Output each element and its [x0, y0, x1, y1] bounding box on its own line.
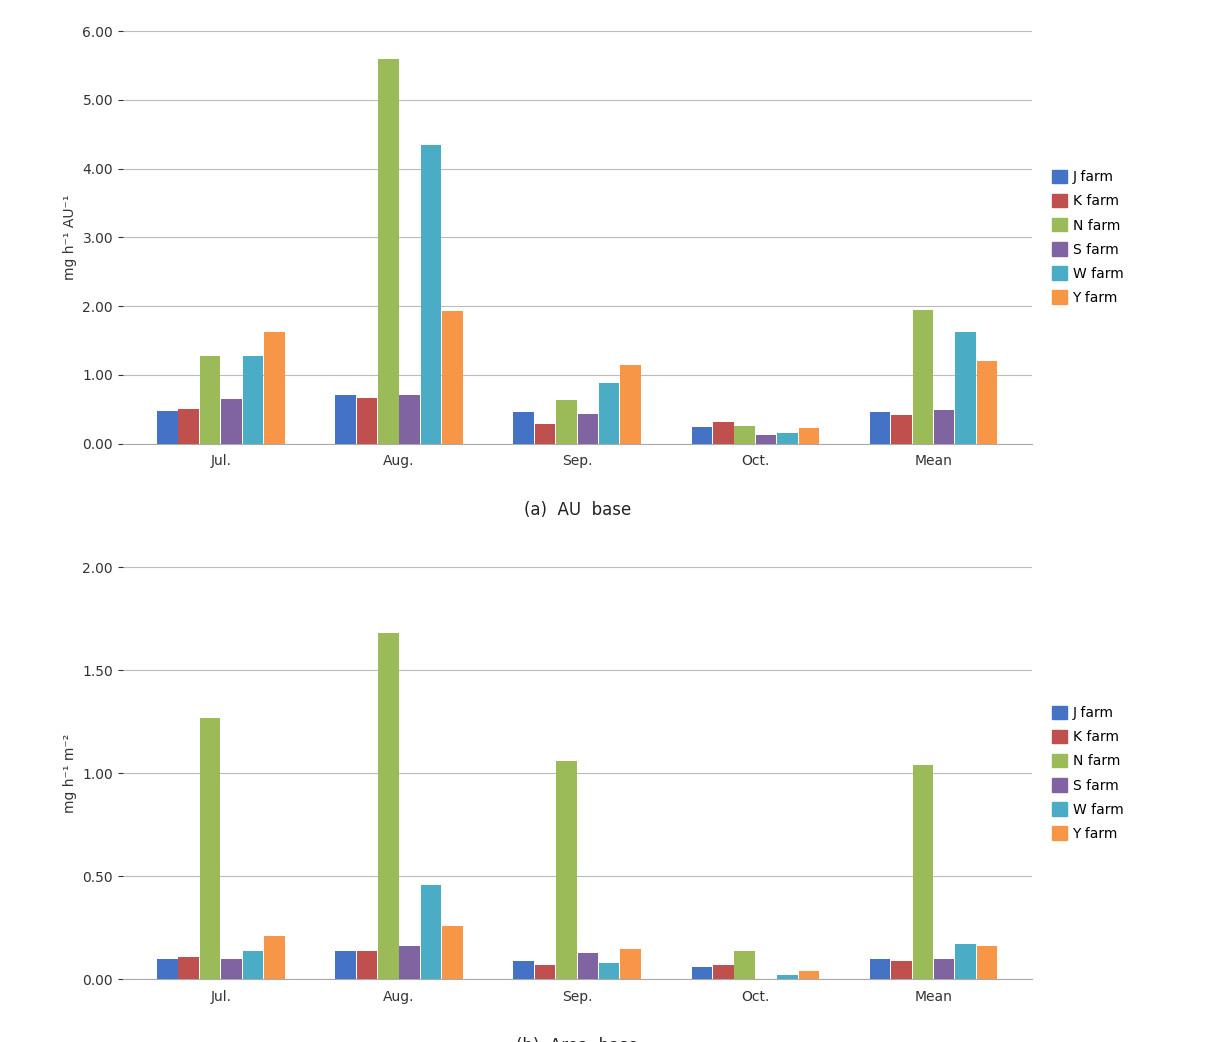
Bar [577, 414, 598, 444]
Bar [264, 936, 285, 979]
Bar [221, 959, 242, 979]
Bar [556, 400, 577, 444]
Bar [421, 145, 441, 444]
Bar [935, 959, 954, 979]
Bar [798, 427, 819, 444]
Y-axis label: mg h⁻¹ m⁻²: mg h⁻¹ m⁻² [63, 734, 77, 813]
Bar [157, 959, 178, 979]
Bar [157, 412, 178, 444]
Bar [892, 961, 911, 979]
Bar [442, 926, 463, 979]
Bar [691, 427, 712, 444]
Bar [777, 975, 798, 979]
Bar [691, 967, 712, 979]
Bar [513, 961, 534, 979]
Bar [955, 331, 976, 444]
Text: (b)  Area  base: (b) Area base [516, 1037, 639, 1042]
Bar [556, 761, 577, 979]
Bar [577, 952, 598, 979]
Bar [264, 331, 285, 444]
Bar [221, 399, 242, 444]
Bar [178, 957, 199, 979]
Bar [976, 946, 997, 979]
Bar [798, 971, 819, 979]
Legend: J farm, K farm, N farm, S farm, W farm, Y farm: J farm, K farm, N farm, S farm, W farm, … [1047, 166, 1127, 309]
Bar [869, 412, 890, 444]
Bar [335, 395, 356, 444]
Bar [599, 383, 619, 444]
Bar [378, 634, 399, 979]
Bar [734, 426, 755, 444]
Bar [356, 398, 377, 444]
Bar [399, 395, 420, 444]
Bar [243, 355, 263, 444]
Bar [200, 355, 220, 444]
Bar [421, 885, 441, 979]
Bar [713, 422, 733, 444]
Bar [912, 309, 933, 444]
Bar [713, 965, 733, 979]
Bar [620, 948, 641, 979]
Bar [378, 58, 399, 444]
Bar [200, 718, 220, 979]
Bar [620, 365, 641, 444]
Bar [399, 946, 420, 979]
Bar [755, 435, 776, 444]
Bar [442, 311, 463, 444]
Bar [178, 410, 199, 444]
Bar [535, 965, 555, 979]
Legend: J farm, K farm, N farm, S farm, W farm, Y farm: J farm, K farm, N farm, S farm, W farm, … [1047, 701, 1127, 845]
Bar [976, 362, 997, 444]
Text: (a)  AU  base: (a) AU base [523, 501, 631, 519]
Bar [935, 410, 954, 444]
Bar [243, 950, 263, 979]
Y-axis label: mg h⁻¹ AU⁻¹: mg h⁻¹ AU⁻¹ [63, 195, 77, 280]
Bar [599, 963, 619, 979]
Bar [912, 765, 933, 979]
Bar [513, 412, 534, 444]
Bar [955, 944, 976, 979]
Bar [892, 415, 911, 444]
Bar [734, 950, 755, 979]
Bar [356, 950, 377, 979]
Bar [535, 424, 555, 444]
Bar [335, 950, 356, 979]
Bar [869, 959, 890, 979]
Bar [777, 433, 798, 444]
